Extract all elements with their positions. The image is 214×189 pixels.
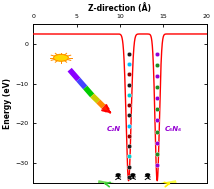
X-axis label: Z-direction (Å): Z-direction (Å) (88, 3, 152, 13)
Circle shape (131, 174, 135, 176)
Text: C₂N: C₂N (107, 126, 121, 132)
Circle shape (116, 174, 120, 176)
Circle shape (146, 174, 150, 176)
Circle shape (54, 54, 68, 61)
Text: C₆N₆: C₆N₆ (165, 126, 182, 132)
Y-axis label: Energy (eV): Energy (eV) (3, 78, 12, 129)
